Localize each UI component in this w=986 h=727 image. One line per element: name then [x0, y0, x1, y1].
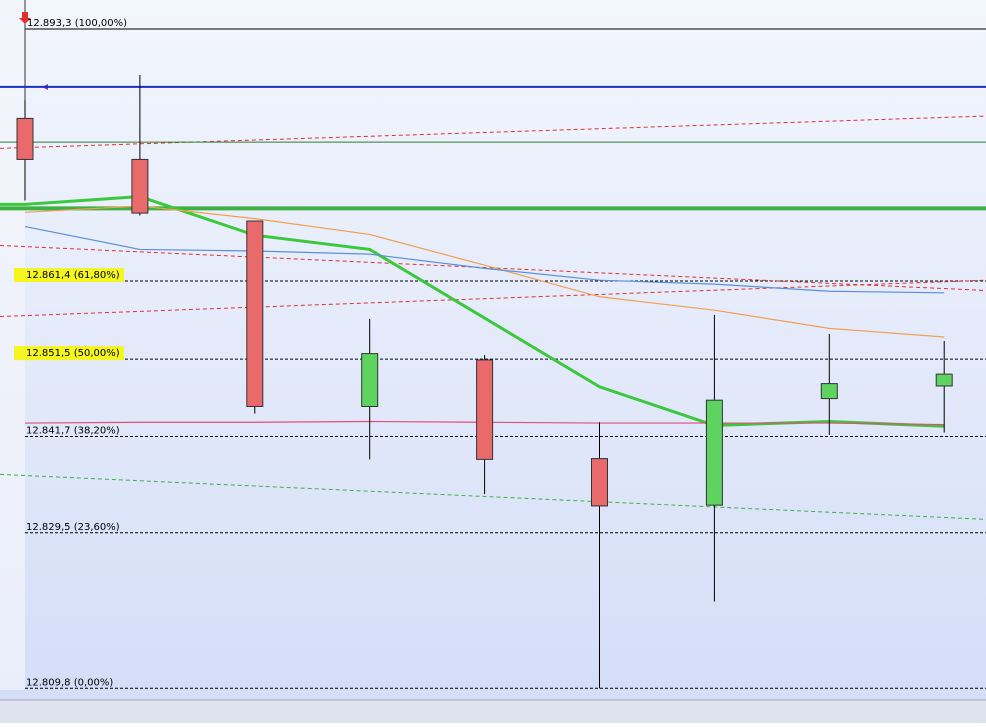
label-highlight — [14, 346, 124, 361]
arrow-icon — [19, 12, 31, 24]
trend-line — [0, 473, 986, 520]
left-margin — [0, 0, 25, 690]
trend-line — [0, 279, 986, 318]
level-label: 12.809,8 (0,00%) — [26, 677, 113, 688]
candle-body — [935, 373, 953, 387]
candle-body — [705, 399, 723, 506]
level-label: 12.861,4 (61,80%) — [26, 270, 120, 281]
chart-layer: 12.893,3 (100,00%) 12.861,4 (61,80%) 12.85… — [0, 18, 986, 689]
candle-body — [820, 383, 838, 400]
candle-body — [16, 117, 34, 160]
candle-body — [591, 458, 608, 507]
level-label: 12.893,3 (100,00%) — [27, 18, 127, 29]
indicator-line — [24, 205, 945, 338]
level-label: 12.841,7 (38,20%) — [26, 425, 120, 436]
level-label: 12.851,5 (50,00%) — [26, 348, 120, 359]
label-highlight — [14, 267, 124, 282]
trend-line — [0, 115, 986, 149]
indicator-line — [24, 225, 945, 294]
candle-body — [246, 220, 264, 407]
level-label: 12.829,5 (23,60%) — [26, 522, 120, 533]
candle-body — [476, 359, 494, 460]
candle-body — [131, 158, 149, 214]
scrollbar — [0, 700, 986, 723]
candle-body — [361, 353, 379, 407]
